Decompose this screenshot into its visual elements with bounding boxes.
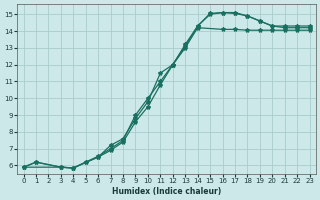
X-axis label: Humidex (Indice chaleur): Humidex (Indice chaleur) xyxy=(112,187,221,196)
